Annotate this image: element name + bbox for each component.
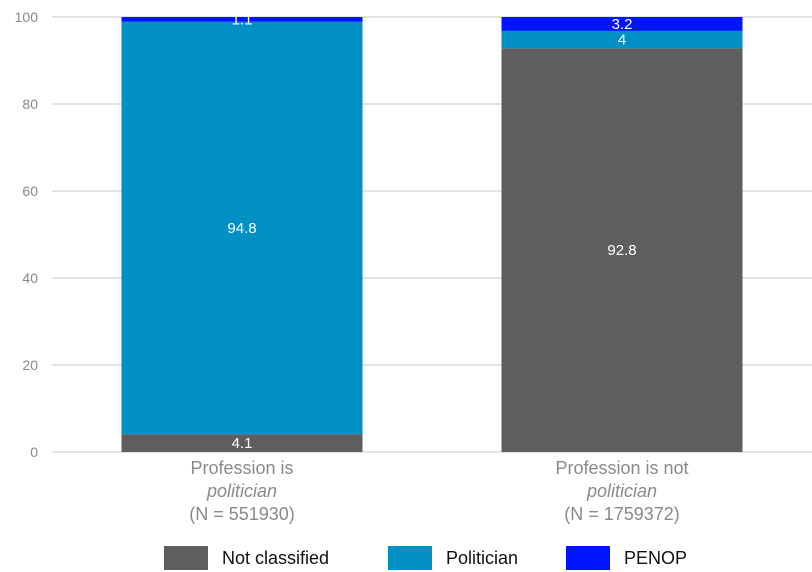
data-label: 4.1 — [232, 435, 253, 452]
legend-item-politician: Politician — [388, 545, 518, 571]
y-tick-label: 40 — [22, 270, 38, 286]
data-label: 4 — [618, 32, 626, 49]
data-labels: 4.1 94.8 1.1 92.8 43.2 — [227, 11, 636, 452]
x-tick-label-line: politician — [206, 481, 277, 501]
x-tick-label-line: (N = 551930) — [189, 504, 295, 524]
legend-label-politician: Politician — [446, 547, 519, 568]
y-tick-label: 20 — [22, 357, 38, 373]
bars — [121, 17, 743, 452]
legend-item-penop: PENOP — [566, 545, 687, 571]
data-label: 94.8 — [227, 220, 256, 237]
legend-swatch-politician — [388, 546, 432, 570]
legend-label-penop: PENOP — [624, 547, 688, 568]
x-tick-label: Profession is not politician (N = 1759372) — [555, 458, 688, 524]
legend-swatch-penop — [566, 546, 610, 570]
x-tick-label-line: Profession is — [190, 458, 293, 478]
y-tick-label: 100 — [15, 9, 39, 25]
bar-segment-penop — [501, 17, 743, 31]
bar-segment-not-classified — [501, 48, 743, 452]
x-tick-label-line: (N = 1759372) — [564, 504, 680, 524]
x-tick-label: Profession is politician (N = 551930) — [189, 458, 295, 524]
stacked-bar-chart: 0 20 40 60 80 100 4.1 94.8 1.1 92.8 43.2 Professi… — [15, 9, 812, 524]
legend-swatch-not-classified — [164, 546, 208, 570]
bar-segment-politician — [501, 30, 743, 49]
legend-label-not-classified: Not classified — [222, 547, 330, 568]
y-axis-ticks: 0 20 40 60 80 100 — [15, 9, 39, 460]
x-tick-label-line: politician — [586, 481, 657, 501]
data-label: 1.1 — [232, 11, 253, 28]
data-label: 92.8 — [607, 242, 636, 259]
legend-item-not-classified: Not classified — [164, 545, 329, 571]
bar-segment-politician — [121, 21, 363, 435]
data-label: 3.2 — [612, 16, 633, 33]
legend: Not classified Politician PENOP — [0, 545, 812, 571]
x-tick-label-line: Profession is not — [555, 458, 688, 478]
y-tick-label: 0 — [30, 444, 38, 460]
bar-segment-not-classified — [121, 434, 363, 452]
bar-segment-penop — [121, 17, 363, 22]
y-tick-label: 60 — [22, 183, 38, 199]
y-tick-label: 80 — [22, 96, 38, 112]
